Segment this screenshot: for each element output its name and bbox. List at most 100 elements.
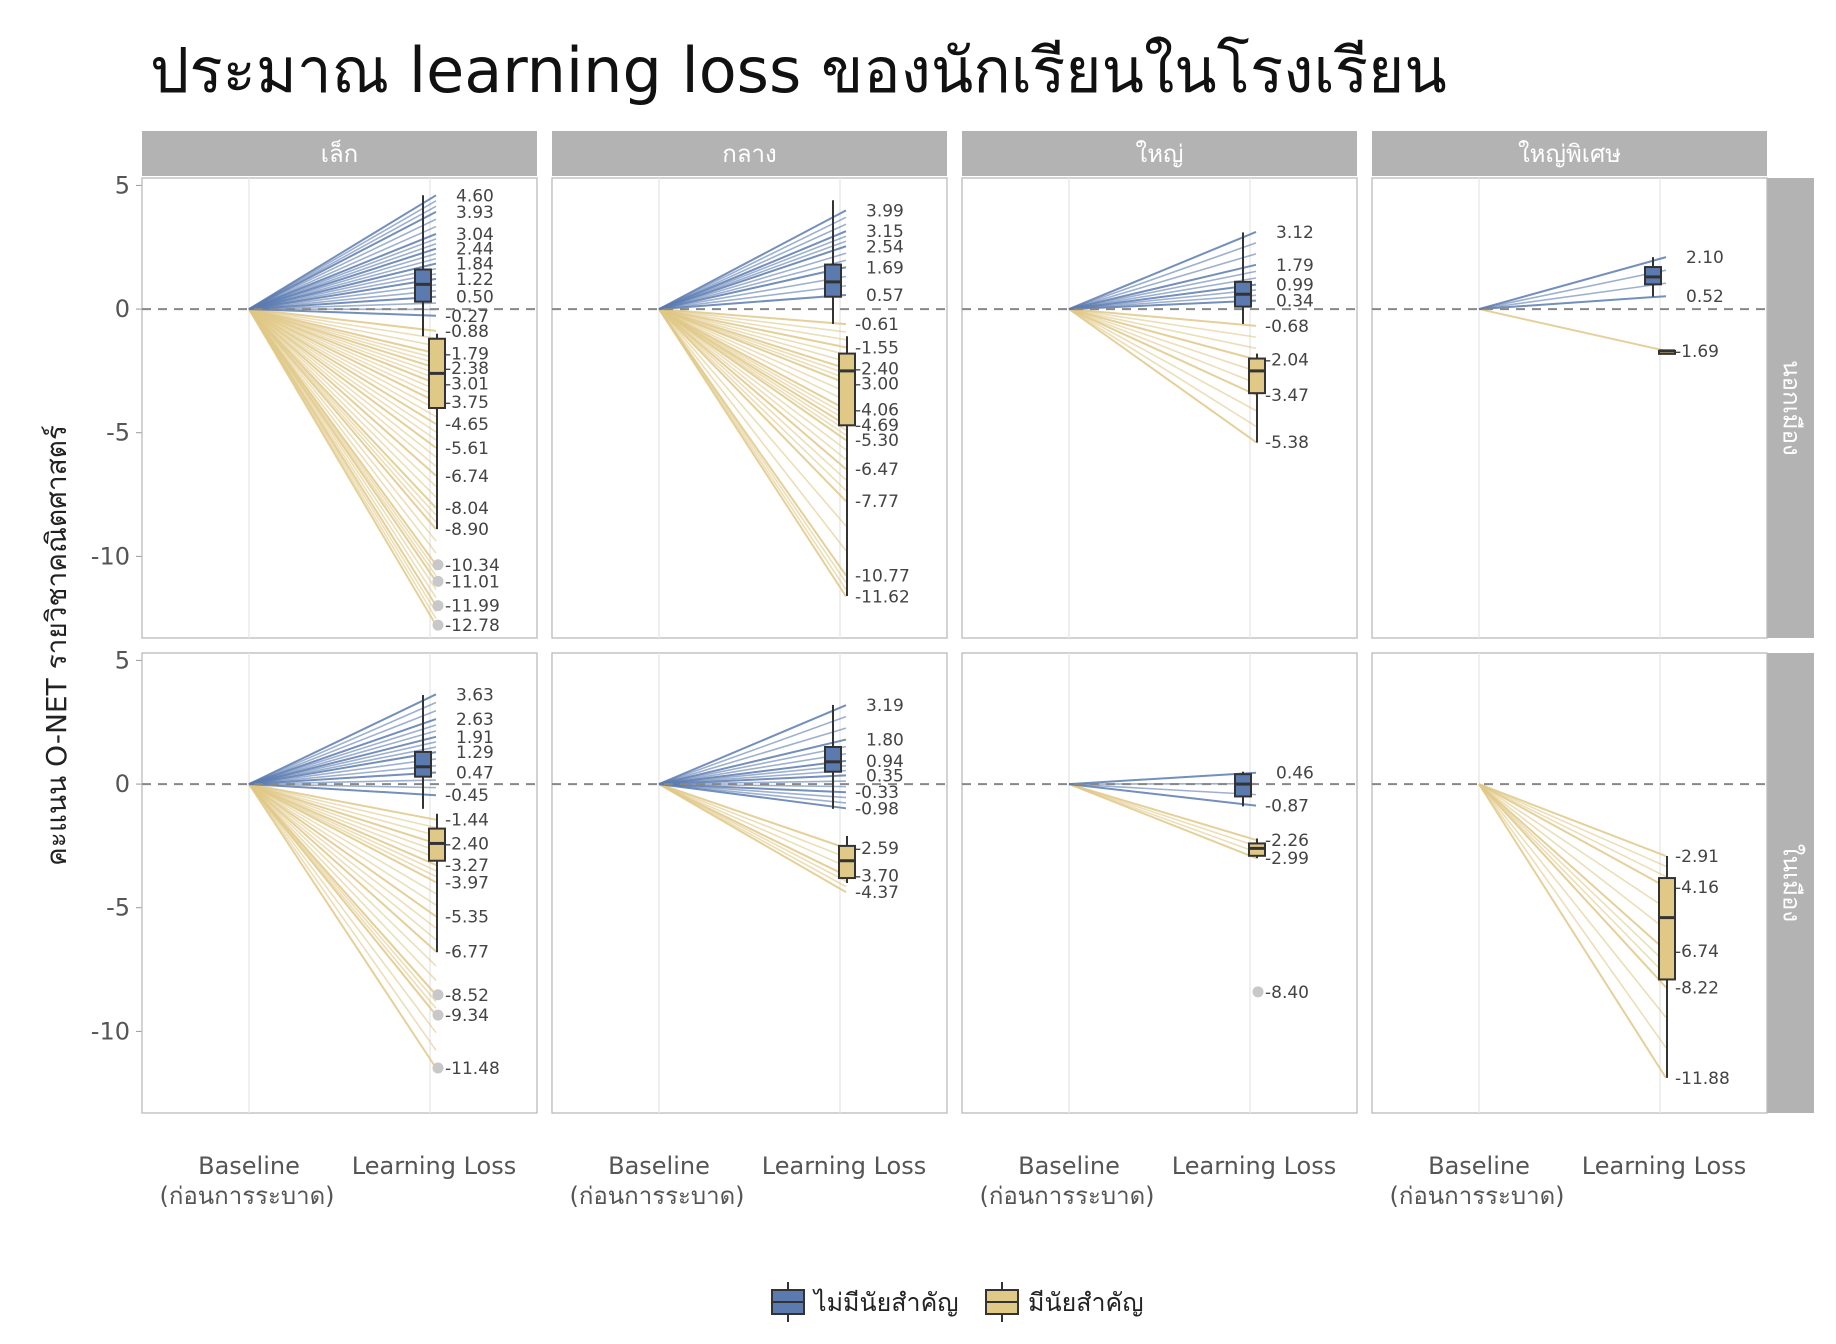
value-label: -0.45 (445, 786, 489, 806)
significant-line (1068, 308, 1257, 443)
legend-label: มีนัยสำคัญ (1028, 1288, 1144, 1317)
not-significant-line (1068, 263, 1257, 311)
y-tick-label: -5 (106, 419, 130, 447)
panel-border (1371, 177, 1768, 639)
value-label: -6.47 (855, 460, 899, 480)
value-label: 2.44 (456, 240, 494, 260)
not-significant-line (248, 779, 437, 785)
value-label: -2.59 (855, 839, 899, 859)
x-tick-label: Baseline (198, 1152, 300, 1180)
value-label: -0.33 (855, 783, 899, 803)
value-label: -0.88 (445, 322, 489, 342)
significant-line (248, 308, 437, 418)
not-significant-line (248, 735, 437, 786)
value-label: 0.47 (456, 763, 494, 783)
significant-line (248, 783, 437, 1034)
not-significant-line (248, 284, 437, 310)
significant-line (658, 308, 847, 393)
value-label: -6.77 (445, 943, 489, 963)
value-label: 1.91 (456, 728, 494, 748)
not-significant-line (658, 284, 847, 310)
value-label: -5.61 (445, 439, 489, 459)
significant-line (1478, 783, 1667, 909)
not-significant-line (1068, 771, 1257, 786)
value-label: 0.50 (456, 288, 494, 308)
value-label: 3.63 (456, 685, 494, 705)
not-significant-line (658, 780, 847, 785)
significant-line (248, 783, 437, 1051)
panel-border (551, 652, 948, 1114)
not-significant-line (1478, 256, 1667, 311)
significant-line (1478, 308, 1667, 352)
significant-line (248, 783, 437, 845)
value-label: -0.68 (1265, 317, 1309, 337)
x-tick-label: (ก่อนการระบาด) (159, 1182, 334, 1210)
x-tick-label: (ก่อนการระบาด) (1389, 1182, 1564, 1210)
significant-line (248, 308, 437, 458)
not-significant-line (658, 745, 847, 785)
not-significant-box (414, 750, 432, 778)
y-tick-label: -10 (91, 1017, 130, 1045)
not-significant-line (248, 746, 437, 785)
significant-line (1478, 783, 1667, 1079)
panel-border (961, 652, 1358, 1114)
significant-line (1478, 783, 1667, 952)
y-axis-label: คะแนน O-NET รายวิชาคณิตศาสตร์ (40, 425, 73, 866)
value-label: -2.26 (1265, 831, 1309, 851)
value-label: 2.10 (1686, 248, 1724, 268)
significant-line (1068, 783, 1257, 847)
not-significant-line (248, 218, 437, 310)
value-label: -2.40 (445, 834, 489, 854)
significant-line (248, 783, 437, 821)
significant-line (248, 308, 437, 598)
value-label: 3.93 (456, 203, 494, 223)
significant-line (658, 783, 847, 888)
value-label: -9.34 (445, 1006, 489, 1026)
significant-line (658, 308, 847, 356)
row-strip-1 (1767, 653, 1814, 1113)
value-label: -6.74 (445, 467, 489, 487)
value-label: 0.34 (1276, 292, 1314, 312)
not-significant-line (248, 243, 437, 310)
outlier-point (432, 989, 444, 1001)
value-label: -4.65 (445, 415, 489, 435)
value-label: -4.69 (855, 416, 899, 436)
not-significant-line (1068, 783, 1257, 796)
value-label: -8.22 (1675, 978, 1719, 998)
value-label: 1.69 (866, 258, 904, 278)
not-significant-line (248, 289, 437, 310)
value-label: 3.04 (456, 225, 494, 245)
x-tick-label: Learning Loss (1172, 1152, 1336, 1180)
facet-strip-0 (142, 131, 537, 176)
x-tick-label: (ก่อนการระบาด) (979, 1182, 1154, 1210)
value-label: -4.06 (855, 400, 899, 420)
significant-line (1068, 308, 1257, 327)
significant-line (248, 783, 437, 1069)
significant-line (1478, 783, 1667, 868)
value-label: -0.61 (855, 315, 899, 335)
significant-line (658, 308, 847, 502)
not-significant-line (1478, 269, 1667, 310)
significant-line (1478, 783, 1667, 1049)
not-significant-line (248, 205, 437, 310)
not-significant-line (248, 257, 437, 310)
value-label: -6.74 (1675, 942, 1719, 962)
significant-line (658, 783, 847, 868)
not-significant-line (248, 751, 437, 786)
x-tick-label: Learning Loss (762, 1152, 926, 1180)
y-tick-label: 5 (115, 646, 130, 674)
not-significant-line (248, 783, 437, 797)
significant-line (658, 308, 847, 349)
not-significant-line (248, 724, 437, 785)
x-tick-label: Baseline (1428, 1152, 1530, 1180)
facet-strip-1 (552, 131, 947, 176)
not-significant-line (658, 783, 847, 804)
value-label: -8.90 (445, 520, 489, 540)
significant-line (1478, 783, 1667, 976)
not-significant-line (248, 225, 437, 310)
value-label: 1.80 (866, 731, 904, 751)
value-label: -8.04 (445, 499, 489, 519)
significant-line (1068, 783, 1257, 841)
significant-line (1478, 783, 1667, 888)
